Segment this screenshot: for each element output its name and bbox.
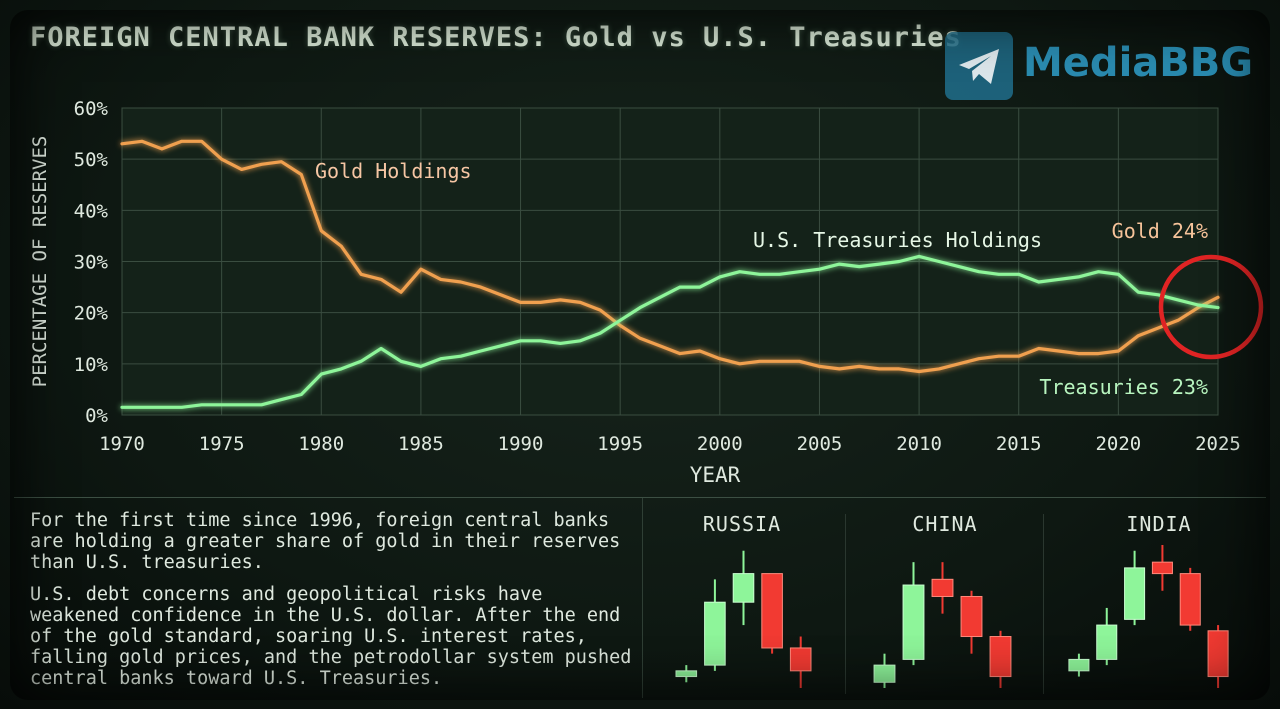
candle-up bbox=[873, 664, 896, 683]
candle-up bbox=[1124, 567, 1146, 620]
candle-up bbox=[675, 670, 698, 678]
x-tick-label: 2005 bbox=[797, 433, 843, 455]
treasuries-holdings-label: U.S. Treasuries Holdings bbox=[753, 228, 1042, 252]
x-tick-label: 1985 bbox=[398, 433, 444, 455]
candle-down bbox=[761, 573, 783, 649]
candlestick-chart-india bbox=[1068, 545, 1229, 688]
section-divider bbox=[14, 497, 1266, 498]
candle-up bbox=[704, 601, 726, 666]
china-panel-title: CHINA bbox=[912, 512, 978, 536]
axes: 1970 1975 1980 1985 1990 1995 2000 2005 2010 2015… bbox=[29, 98, 1241, 487]
chart-title: FOREIGN CENTRAL BANK RESERVES: Gold vs U… bbox=[30, 22, 962, 53]
y-tick-label: 0% bbox=[85, 405, 108, 427]
candle-panel-separator bbox=[1043, 514, 1044, 694]
x-axis-title: YEAR bbox=[690, 463, 741, 487]
candle-down bbox=[931, 578, 954, 597]
x-tick-label: 2025 bbox=[1195, 433, 1241, 455]
candle-up bbox=[1096, 624, 1118, 660]
watermark-text: MediaBBG bbox=[1023, 40, 1254, 86]
x-tick-label: 1970 bbox=[99, 433, 145, 455]
gold-holdings-line bbox=[120, 139, 1220, 374]
x-tick-label: 1980 bbox=[298, 433, 344, 455]
candle-up bbox=[902, 584, 925, 660]
candle-down bbox=[1207, 630, 1229, 678]
candlestick-panels bbox=[675, 545, 1229, 688]
panel-divider bbox=[642, 498, 643, 698]
y-tick-label: 40% bbox=[74, 200, 109, 222]
x-tick-label: 2000 bbox=[697, 433, 743, 455]
candle-up bbox=[1068, 658, 1090, 672]
gold-holdings-label: Gold Holdings bbox=[315, 159, 472, 183]
crossover-highlight-circle bbox=[1158, 254, 1264, 360]
treasuries-percent-label: Treasuries 23% bbox=[1039, 375, 1208, 399]
x-tick-label: 1995 bbox=[597, 433, 643, 455]
india-panel-title: INDIA bbox=[1126, 512, 1192, 536]
watermark: MediaBBG bbox=[945, 32, 1265, 100]
y-tick-label: 20% bbox=[74, 303, 109, 325]
annotations: Gold Holdings U.S. Treasuries Holdings Gol… bbox=[315, 159, 1264, 399]
series-lines bbox=[120, 139, 1220, 409]
y-tick-label: 30% bbox=[74, 252, 109, 274]
description-paragraph-2: U.S. debt concerns and geopolitical risk… bbox=[30, 584, 632, 689]
x-tick-label: 2010 bbox=[896, 433, 942, 455]
candle-down bbox=[789, 647, 812, 672]
candle-down bbox=[1179, 573, 1201, 626]
x-tick-label: 2015 bbox=[996, 433, 1042, 455]
candle-up bbox=[732, 573, 755, 603]
russia-panel-title: RUSSIA bbox=[702, 512, 782, 536]
x-tick-label: 1990 bbox=[498, 433, 544, 455]
grid bbox=[121, 107, 1219, 416]
y-axis-title: PERCENTAGE OF RESERVES bbox=[29, 136, 51, 388]
candlestick-chart-china bbox=[873, 562, 1012, 688]
gold-percent-label: Gold 24% bbox=[1112, 219, 1208, 243]
candle-down bbox=[960, 595, 983, 638]
candle-down bbox=[1151, 561, 1173, 575]
y-tick-label: 50% bbox=[74, 149, 109, 171]
x-tick-label: 2020 bbox=[1095, 433, 1141, 455]
treasuries-holdings-line bbox=[120, 254, 1220, 409]
candle-down bbox=[989, 636, 1012, 678]
x-tick-label: 1975 bbox=[199, 433, 245, 455]
description-paragraph-1: For the first time since 1996, foreign c… bbox=[30, 510, 621, 573]
candlestick-chart-russia bbox=[675, 550, 812, 688]
y-tick-label: 10% bbox=[74, 354, 109, 376]
candle-panel-separator bbox=[845, 514, 846, 694]
y-tick-label: 60% bbox=[74, 98, 109, 120]
telegram-paper-plane-icon bbox=[945, 32, 1013, 100]
